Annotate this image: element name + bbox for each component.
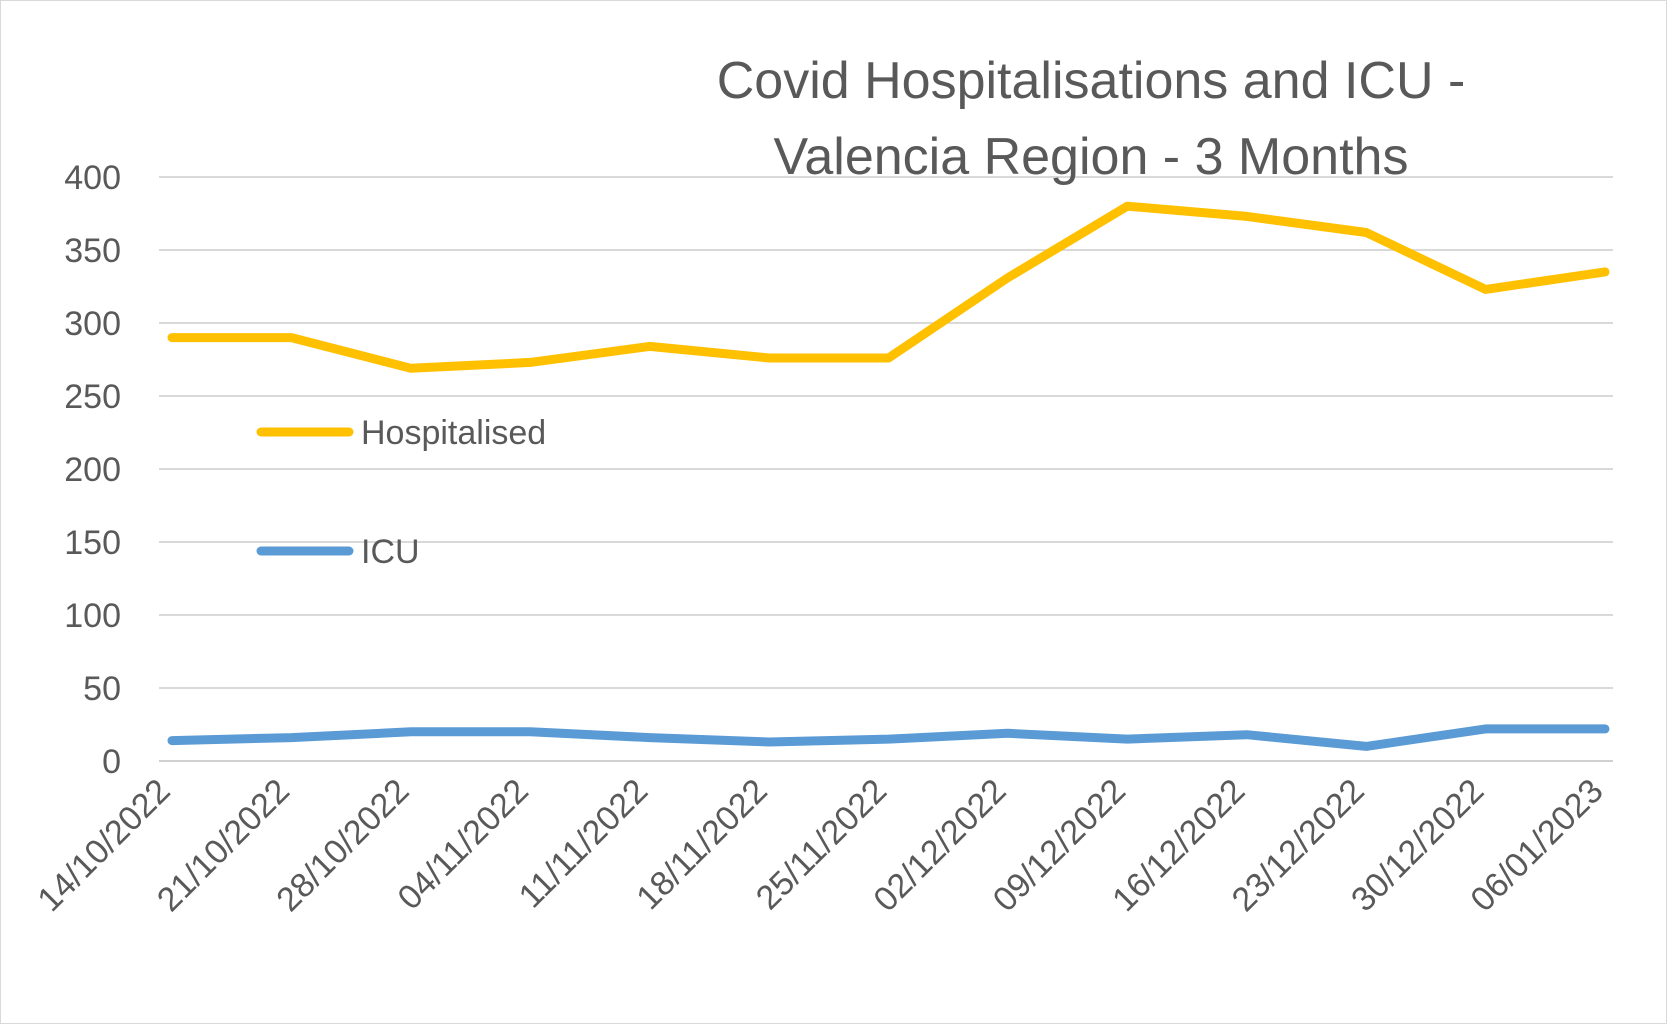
legend: Hospitalised ICU <box>261 414 546 571</box>
chart-title-line-1: Covid Hospitalisations and ICU - <box>717 52 1466 110</box>
y-tick-label-0: 0 <box>102 743 121 781</box>
series-lines <box>172 206 1605 746</box>
series-line-icu <box>172 729 1605 747</box>
series-line-hospitalised <box>172 206 1605 368</box>
x-tick-label-3: 04/11/2022 <box>390 772 535 917</box>
legend-label-icu: ICU <box>361 533 420 571</box>
legend-label-hospitalised: Hospitalised <box>361 414 546 452</box>
y-tick-label-400: 400 <box>64 159 121 197</box>
gridlines <box>159 177 1613 761</box>
y-tick-label-200: 200 <box>64 451 121 489</box>
y-tick-label-300: 300 <box>64 305 121 343</box>
y-tick-label-150: 150 <box>64 524 121 562</box>
y-tick-label-350: 350 <box>64 232 121 270</box>
x-axis-ticks: 14/10/202221/10/202228/10/202204/11/2022… <box>30 772 1610 919</box>
y-axis-ticks: 0 50 100 150 200 250 300 350 400 <box>64 159 121 781</box>
y-tick-label-50: 50 <box>83 670 121 708</box>
y-tick-label-250: 250 <box>64 378 121 416</box>
chart-title-line-2: Valencia Region - 3 Months <box>774 128 1409 186</box>
y-tick-label-100: 100 <box>64 597 121 635</box>
